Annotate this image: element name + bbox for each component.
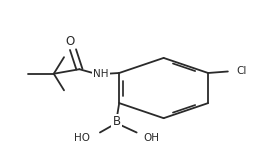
Text: Cl: Cl bbox=[236, 66, 247, 76]
Text: OH: OH bbox=[143, 133, 160, 143]
Text: B: B bbox=[112, 115, 121, 128]
Text: NH: NH bbox=[93, 69, 109, 79]
Text: HO: HO bbox=[74, 133, 90, 143]
Text: O: O bbox=[66, 35, 75, 48]
